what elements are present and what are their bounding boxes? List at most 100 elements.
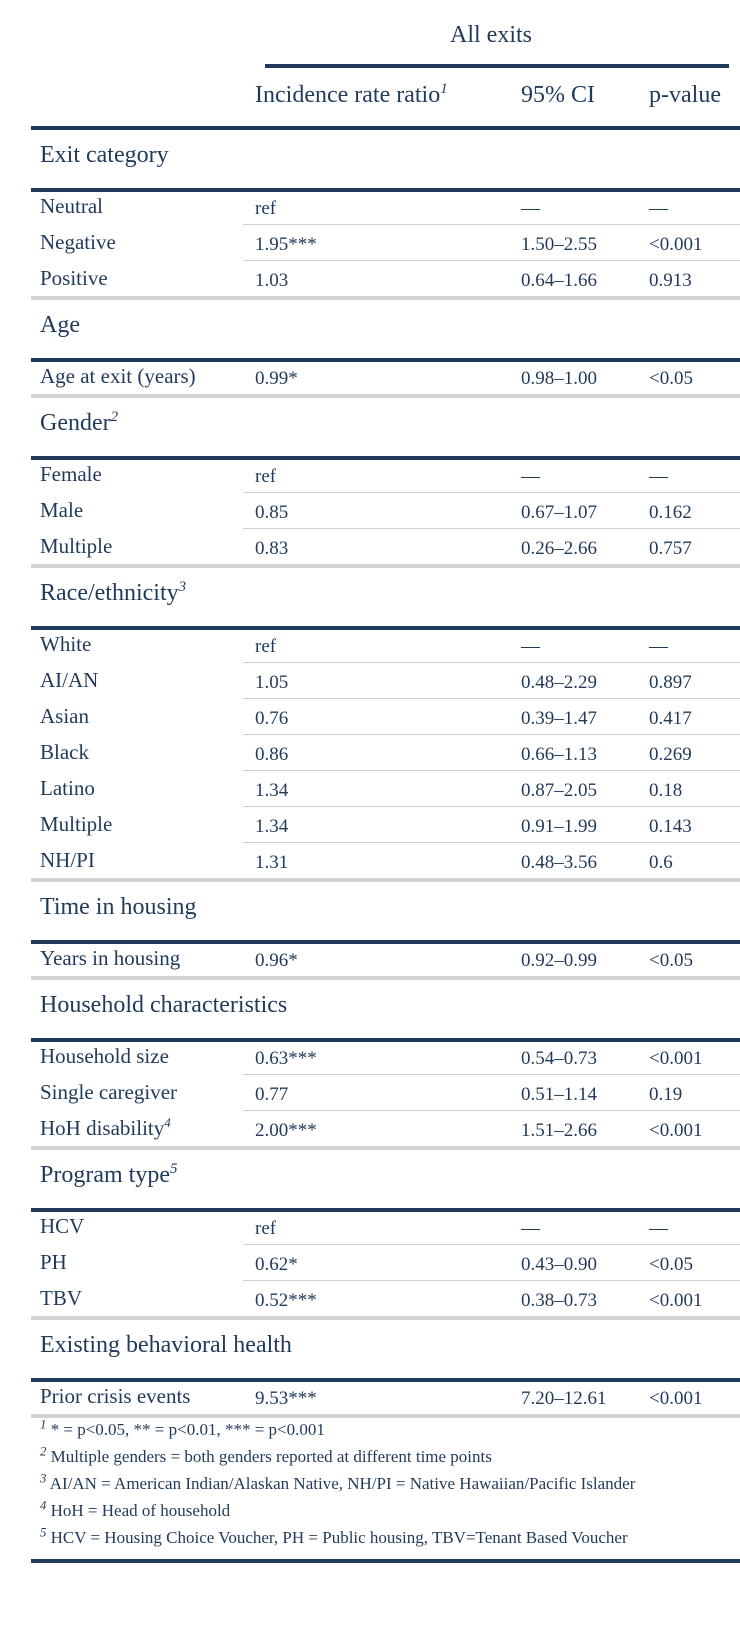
group-header-rule [31,456,740,460]
cell-irr: 0.99* [255,368,298,389]
cell-irr: ref [255,198,277,219]
row-label-text: NH/PI [40,848,95,872]
cell-p-value: 0.6 [649,852,673,873]
row-label: Prior crisis events [40,1384,190,1409]
row-label: PH [40,1250,67,1275]
group-header-rule [31,1208,740,1212]
cell-ci: — [521,198,540,219]
cell-p-value: — [649,1218,668,1239]
group-header-rule [31,1038,740,1042]
row-divider [243,224,740,225]
group-label-text: Exit category [40,142,169,168]
row-label-text: Asian [40,704,89,728]
cell-ci: 0.26–2.66 [521,538,597,559]
spanner-header: All exits [450,22,532,48]
row-divider [243,260,740,261]
cell-irr: 2.00*** [255,1120,317,1141]
group-label-footnote-mark: 2 [110,409,119,425]
cell-p-value: 0.143 [649,816,692,837]
footnote-text: AI/AN = American Indian/Alaskan Native, … [49,1474,636,1493]
cell-ci: 0.91–1.99 [521,816,597,837]
group-bottom-rule [31,1146,740,1150]
cell-irr: 1.03 [255,270,289,291]
cell-ci: 0.43–0.90 [521,1254,597,1275]
cell-irr: 1.31 [255,852,289,873]
row-label: HCV [40,1214,84,1239]
row-label: Single caregiver [40,1080,177,1105]
footnote: 2 Multiple genders = both genders report… [40,1444,492,1467]
cell-p-value: 0.19 [649,1084,683,1105]
group-label-text: Gender [40,410,111,436]
cell-p-value: 0.18 [649,780,683,801]
row-label: HoH disability4 [40,1116,171,1141]
cell-p-value: <0.001 [649,1048,703,1069]
row-label-text: TBV [40,1286,82,1310]
footnote-text: HCV = Housing Choice Voucher, PH = Publi… [50,1528,628,1547]
cell-irr: 0.76 [255,708,289,729]
row-divider [243,528,740,529]
row-label: Multiple [40,812,112,837]
group-label-text: Program type [40,1162,170,1188]
row-label-text: Positive [40,266,108,290]
cell-ci: 1.50–2.55 [521,234,597,255]
group-bottom-rule [31,296,740,300]
cell-p-value: <0.001 [649,1388,703,1409]
cell-irr: 1.34 [255,780,289,801]
row-label: Positive [40,266,108,291]
row-label: Age at exit (years) [40,364,196,389]
group-bottom-rule [31,878,740,882]
group-label: Exit category [40,142,169,169]
row-label-text: PH [40,1250,67,1274]
cell-p-value: 0.269 [649,744,692,765]
cell-ci: 0.66–1.13 [521,744,597,765]
cell-p-value: <0.05 [649,1254,693,1275]
row-label: TBV [40,1286,82,1311]
group-header-rule [31,1378,740,1382]
row-divider [243,1244,740,1245]
row-label-text: Male [40,498,84,522]
footnote-text: HoH = Head of household [50,1501,231,1520]
row-label-text: Negative [40,230,116,254]
cell-p-value: 0.913 [649,270,692,291]
row-label-text: Age at exit (years) [40,364,196,388]
cell-irr: 0.96* [255,950,298,971]
cell-irr: 9.53*** [255,1388,317,1409]
cell-irr: 0.77 [255,1084,289,1105]
group-label-footnote-mark: 3 [178,579,187,595]
footnote-mark: 4 [40,1498,47,1513]
cell-ci: 0.38–0.73 [521,1290,597,1311]
cell-p-value: — [649,636,668,657]
group-bottom-rule [31,1316,740,1320]
row-label: White [40,632,91,657]
group-label: Program type5 [40,1162,177,1189]
cell-irr: ref [255,466,277,487]
cell-p-value: <0.001 [649,1120,703,1141]
cell-irr: 1.95*** [255,234,317,255]
row-label: Asian [40,704,89,729]
row-label-text: HoH disability [40,1116,165,1140]
spanner-rule [265,64,729,68]
row-divider [243,806,740,807]
row-label-text: Multiple [40,812,113,836]
cell-ci: 0.51–1.14 [521,1084,597,1105]
group-label-text: Time in housing [40,894,197,920]
group-label: Existing behavioral health [40,1332,292,1359]
row-label-text: White [40,632,92,656]
footnote: 4 HoH = Head of household [40,1498,231,1521]
group-label-text: Race/ethnicity [40,580,179,606]
cell-p-value: <0.001 [649,234,703,255]
cell-ci: 1.51–2.66 [521,1120,597,1141]
cell-p-value: <0.05 [649,368,693,389]
cell-p-value: — [649,466,668,487]
cell-ci: — [521,636,540,657]
row-divider [243,698,740,699]
footnote-mark: 2 [40,1444,47,1459]
cell-ci: 0.54–0.73 [521,1048,597,1069]
group-label: Gender2 [40,410,118,437]
cell-ci: 0.98–1.00 [521,368,597,389]
row-label-text: Years in housing [40,946,181,970]
row-divider [243,770,740,771]
cell-ci: 0.87–2.05 [521,780,597,801]
group-header-rule [31,188,740,192]
row-divider [243,1074,740,1075]
